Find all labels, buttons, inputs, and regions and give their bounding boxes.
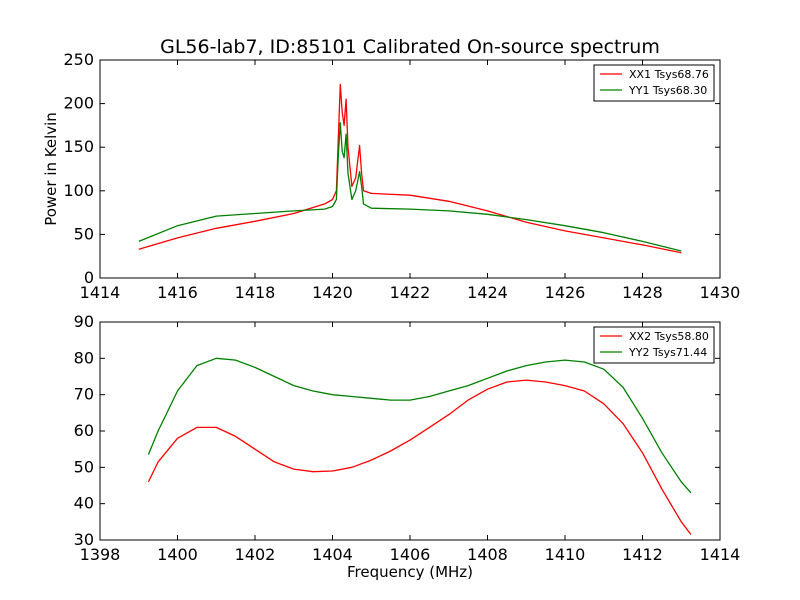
chart-title: GL56-lab7, ID:85101 Calibrated On-source… xyxy=(160,36,660,58)
y-tick-label-top: 250 xyxy=(63,50,94,69)
x-tick-label-top: 1422 xyxy=(390,283,431,302)
y-tick-label-bottom: 30 xyxy=(74,530,94,549)
y-tick-label-top: 0 xyxy=(84,268,94,287)
plot-frame-bottom xyxy=(99,321,721,541)
y-tick-label-bottom: 60 xyxy=(74,421,94,440)
legend-top: XX1 Tsys68.76 YY1 Tsys68.30 xyxy=(593,64,715,102)
x-tick-label-top: 1416 xyxy=(157,283,198,302)
x-tick-label-bottom: 1406 xyxy=(390,545,431,564)
x-tick-label-bottom: 1400 xyxy=(157,545,198,564)
legend-box-top xyxy=(593,64,715,102)
legend-bottom: XX2 Tsys58.80 YY2 Tsys71.44 xyxy=(593,326,715,364)
y-tick-label-top: 50 xyxy=(74,224,94,243)
y-tick-label-bottom: 80 xyxy=(74,348,94,367)
x-axis-label-bottom: Frequency (MHz) xyxy=(347,563,473,581)
plot-bottom: 1398 1400 1402 1404 1406 1408 1410 1412 1414 30 40… xyxy=(74,312,741,581)
x-tick-label-top: 1420 xyxy=(312,283,353,302)
y-tick-label-bottom: 50 xyxy=(74,457,94,476)
plot-frame-top xyxy=(99,59,721,279)
y-tick-label-bottom: 70 xyxy=(74,385,94,404)
y-tick-label-top: 150 xyxy=(63,137,94,156)
x-tick-label-bottom: 1398 xyxy=(80,545,121,564)
x-tick-label-top: 1428 xyxy=(622,283,663,302)
legend-label-xx1: XX1 Tsys68.76 xyxy=(629,68,709,81)
x-tick-label-bottom: 1412 xyxy=(622,545,663,564)
y-tick-label-top: 100 xyxy=(63,181,94,200)
x-tick-label-top: 1424 xyxy=(467,283,508,302)
legend-label-yy1: YY1 Tsys68.30 xyxy=(628,84,707,97)
x-tick-label-bottom: 1404 xyxy=(312,545,353,564)
legend-label-xx2: XX2 Tsys58.80 xyxy=(629,330,709,343)
x-tick-label-top: 1430 xyxy=(700,283,741,302)
x-tick-label-top: 1418 xyxy=(235,283,276,302)
x-tick-label-bottom: 1402 xyxy=(235,545,276,564)
y-axis-label-top: Power in Kelvin xyxy=(42,112,60,226)
x-tick-label-bottom: 1414 xyxy=(700,545,741,564)
y-tick-label-bottom: 90 xyxy=(74,312,94,331)
y-tick-label-top: 200 xyxy=(63,94,94,113)
legend-label-yy2: YY2 Tsys71.44 xyxy=(628,346,707,359)
x-tick-label-bottom: 1408 xyxy=(467,545,508,564)
x-tick-label-top: 1426 xyxy=(545,283,586,302)
x-tick-label-bottom: 1410 xyxy=(545,545,586,564)
legend-box-bottom xyxy=(593,326,715,364)
y-tick-label-bottom: 40 xyxy=(74,494,94,513)
x-tick-label-top: 1414 xyxy=(80,283,121,302)
series-line-xx2 xyxy=(147,379,692,535)
plot-top: 1414 1416 1418 1420 1422 1424 1426 1428 1430 0 50 1… xyxy=(42,50,740,302)
series-line-yy1 xyxy=(138,122,682,252)
series-line-yy2 xyxy=(147,357,692,494)
